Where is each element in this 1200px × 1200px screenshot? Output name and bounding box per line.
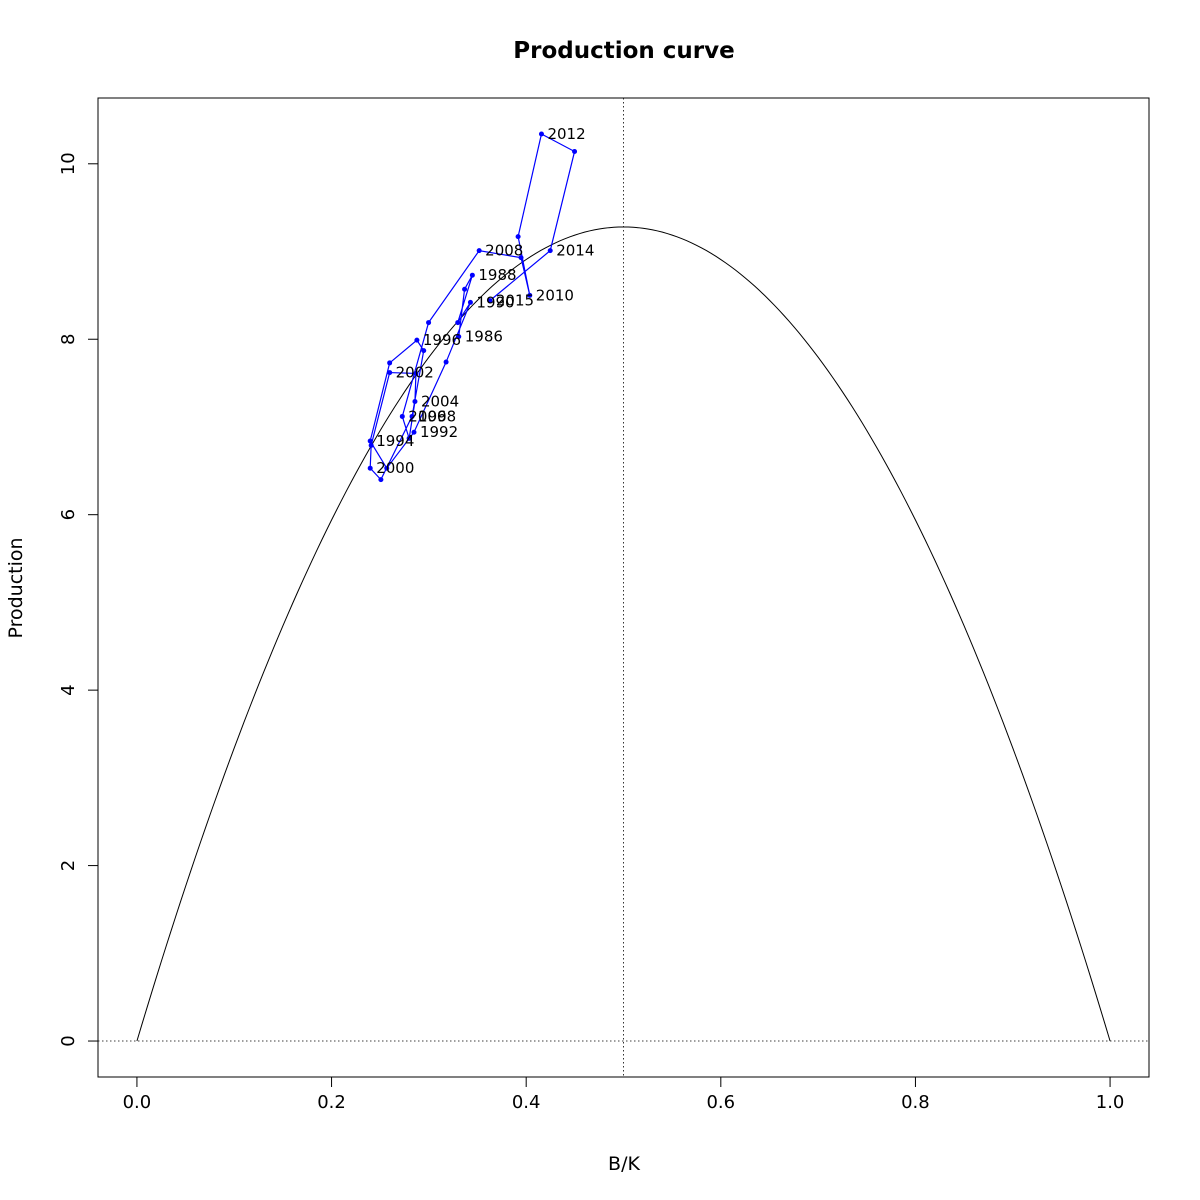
point-label: 1994 (376, 432, 414, 450)
x-tick-label: 0.8 (901, 1092, 930, 1113)
data-point (443, 359, 449, 365)
point-label: 1996 (423, 331, 461, 349)
y-tick-label: 0 (58, 1035, 79, 1046)
point-label: 2004 (421, 393, 459, 411)
trajectory-line (369, 133, 576, 481)
data-point (367, 438, 373, 444)
x-tick-label: 0.6 (706, 1092, 735, 1113)
data-point (421, 348, 427, 354)
data-point (406, 435, 412, 441)
data-point (487, 298, 493, 304)
point-label: 2012 (547, 125, 585, 143)
point-label: 1992 (420, 423, 458, 441)
point-label: 1998 (418, 407, 456, 425)
x-axis-label: B/K (608, 1153, 640, 1175)
data-point (387, 370, 393, 376)
data-point (426, 320, 432, 326)
data-point (456, 334, 462, 340)
data-point (515, 234, 521, 240)
point-label: 2010 (536, 286, 574, 304)
y-tick-label: 8 (58, 334, 79, 345)
y-tick-label: 4 (58, 684, 79, 695)
point-label: 2002 (396, 364, 434, 382)
point-label: 1986 (465, 328, 503, 346)
point-label: 1990 (476, 293, 514, 311)
y-tick-label: 10 (58, 152, 79, 175)
data-point (527, 292, 533, 298)
data-point (399, 413, 405, 419)
data-point (367, 465, 373, 471)
data-point (572, 149, 578, 155)
point-label: 2008 (485, 242, 523, 260)
data-point (412, 399, 418, 405)
point-label: 2000 (376, 459, 414, 477)
data-point (414, 337, 420, 343)
data-point (547, 248, 553, 254)
data-point (378, 477, 384, 483)
data-point (409, 413, 415, 419)
data-point (462, 286, 468, 292)
x-tick-label: 0.2 (317, 1092, 346, 1113)
y-tick-label: 2 (58, 860, 79, 871)
data-point (476, 248, 482, 254)
data-point (538, 131, 544, 137)
point-label: 2014 (556, 242, 594, 260)
data-point (368, 442, 374, 448)
point-label: 1988 (478, 266, 516, 284)
data-point (455, 320, 461, 326)
y-axis-label: Production (5, 537, 27, 638)
data-point (413, 370, 419, 376)
data-point (469, 272, 475, 278)
y-tick-label: 6 (58, 509, 79, 520)
data-point (384, 465, 390, 471)
point-label: 2006 (408, 407, 446, 425)
data-point (387, 360, 393, 366)
data-point (518, 255, 524, 261)
plot-area: 0.0 0.2 0.4 0.6 0.8 1.0 0 2 4 6 8 10 1986 1988 1990 199… (58, 97, 1150, 1113)
production-curve (136, 226, 1111, 1042)
chart-title: Production curve (513, 38, 734, 64)
x-tick-label: 0.0 (123, 1092, 152, 1113)
x-tick-label: 1.0 (1096, 1092, 1125, 1113)
data-point (411, 429, 417, 435)
point-label: 2015 (496, 292, 534, 310)
x-tick-label: 0.4 (512, 1092, 541, 1113)
data-point (467, 299, 473, 305)
